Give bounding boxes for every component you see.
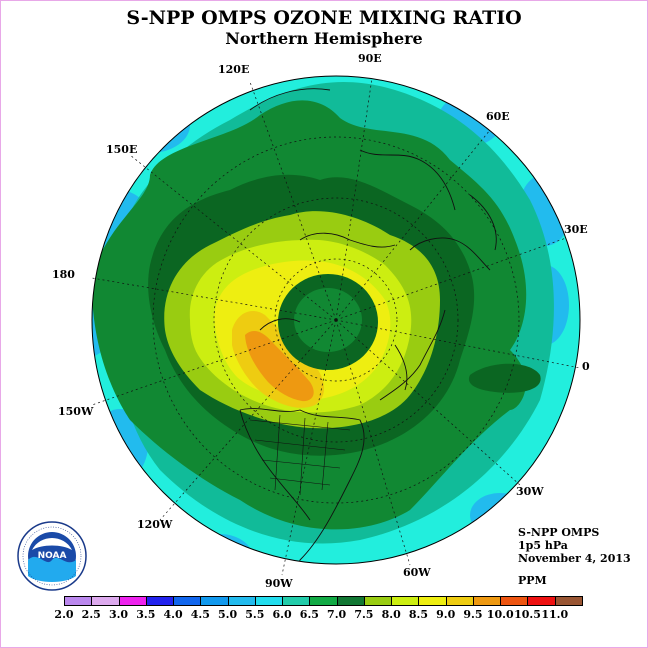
legend-swatch bbox=[472, 596, 502, 606]
legend-swatch bbox=[254, 596, 284, 606]
legend-label: 10.5 bbox=[514, 608, 541, 621]
legend-label: 5.5 bbox=[245, 608, 265, 621]
map-subtitle: Northern Hemisphere bbox=[225, 29, 423, 48]
lon-label-150w: 150W bbox=[58, 405, 94, 418]
lon-label-0: 0 bbox=[582, 360, 590, 373]
band-9-5 bbox=[245, 330, 314, 402]
instrument-label: S-NPP OMPS bbox=[518, 526, 600, 539]
legend-swatch bbox=[91, 596, 120, 606]
legend-swatch bbox=[336, 596, 365, 606]
map-title: S-NPP OMPS OZONE MIXING RATIO bbox=[126, 7, 522, 29]
legend-label: 7.5 bbox=[354, 608, 374, 621]
legend-swatch bbox=[118, 596, 147, 606]
pressure-level: 1p5 hPa bbox=[518, 539, 568, 552]
lon-label-150e: 150E bbox=[106, 143, 138, 156]
legend-label: 10.0 bbox=[486, 608, 514, 621]
low-5-0-patch bbox=[186, 534, 254, 564]
legend-swatch bbox=[309, 596, 338, 606]
legend-swatch bbox=[527, 596, 556, 606]
legend-swatch bbox=[418, 596, 447, 606]
legend-swatch bbox=[145, 596, 175, 606]
legend-swatch bbox=[391, 596, 420, 606]
noaa-logo: NOAA bbox=[17, 521, 87, 591]
us-state-lines bbox=[249, 414, 351, 496]
graticule bbox=[91, 77, 581, 576]
lon-label-180: 180 bbox=[52, 268, 75, 281]
legend-swatch bbox=[363, 596, 393, 606]
band-7-0-blob bbox=[468, 363, 541, 393]
legend-label: 2.0 bbox=[54, 608, 74, 621]
legend-swatch bbox=[554, 596, 583, 606]
legend-label: 9.0 bbox=[436, 608, 456, 621]
lon-label-60e: 60E bbox=[486, 110, 510, 123]
logo-text: NOAA bbox=[38, 551, 67, 561]
legend-swatch bbox=[173, 596, 202, 606]
legend-label: 5.0 bbox=[218, 608, 238, 621]
lon-label-90w: 90W bbox=[265, 577, 293, 590]
legend-label: 8.5 bbox=[408, 608, 428, 621]
lon-label-90e: 90E bbox=[358, 52, 382, 65]
map-boundary bbox=[91, 75, 581, 565]
legend-label: 2.5 bbox=[81, 608, 101, 621]
legend-label: 8.0 bbox=[381, 608, 401, 621]
legend-label: 6.5 bbox=[299, 608, 319, 621]
color-legend bbox=[64, 596, 583, 606]
lon-label-60w: 60W bbox=[403, 566, 431, 579]
legend-swatch bbox=[445, 596, 474, 606]
lon-label-30w: 30W bbox=[516, 485, 544, 498]
legend-label: 4.5 bbox=[190, 608, 210, 621]
legend-swatch bbox=[227, 596, 256, 606]
lon-label-30e: 30E bbox=[564, 223, 588, 236]
legend-swatch bbox=[500, 596, 529, 606]
legend-swatch bbox=[64, 596, 93, 606]
legend-label: 3.0 bbox=[108, 608, 129, 621]
legend-swatch bbox=[200, 596, 229, 606]
lon-label-120w: 120W bbox=[137, 518, 173, 531]
date-label: November 4, 2013 bbox=[518, 552, 631, 565]
lon-label-120e: 120E bbox=[218, 63, 250, 76]
legend-label: 4.0 bbox=[163, 608, 183, 621]
polar-low-inner bbox=[294, 288, 362, 352]
legend-label: 3.5 bbox=[136, 608, 156, 621]
legend-label: 6.0 bbox=[272, 608, 292, 621]
units-label: PPM bbox=[518, 574, 547, 587]
legend-label: 9.5 bbox=[463, 608, 483, 621]
legend-label: 7.0 bbox=[327, 608, 347, 621]
legend-swatch bbox=[282, 596, 311, 606]
legend-label: 11.0 bbox=[541, 608, 569, 621]
